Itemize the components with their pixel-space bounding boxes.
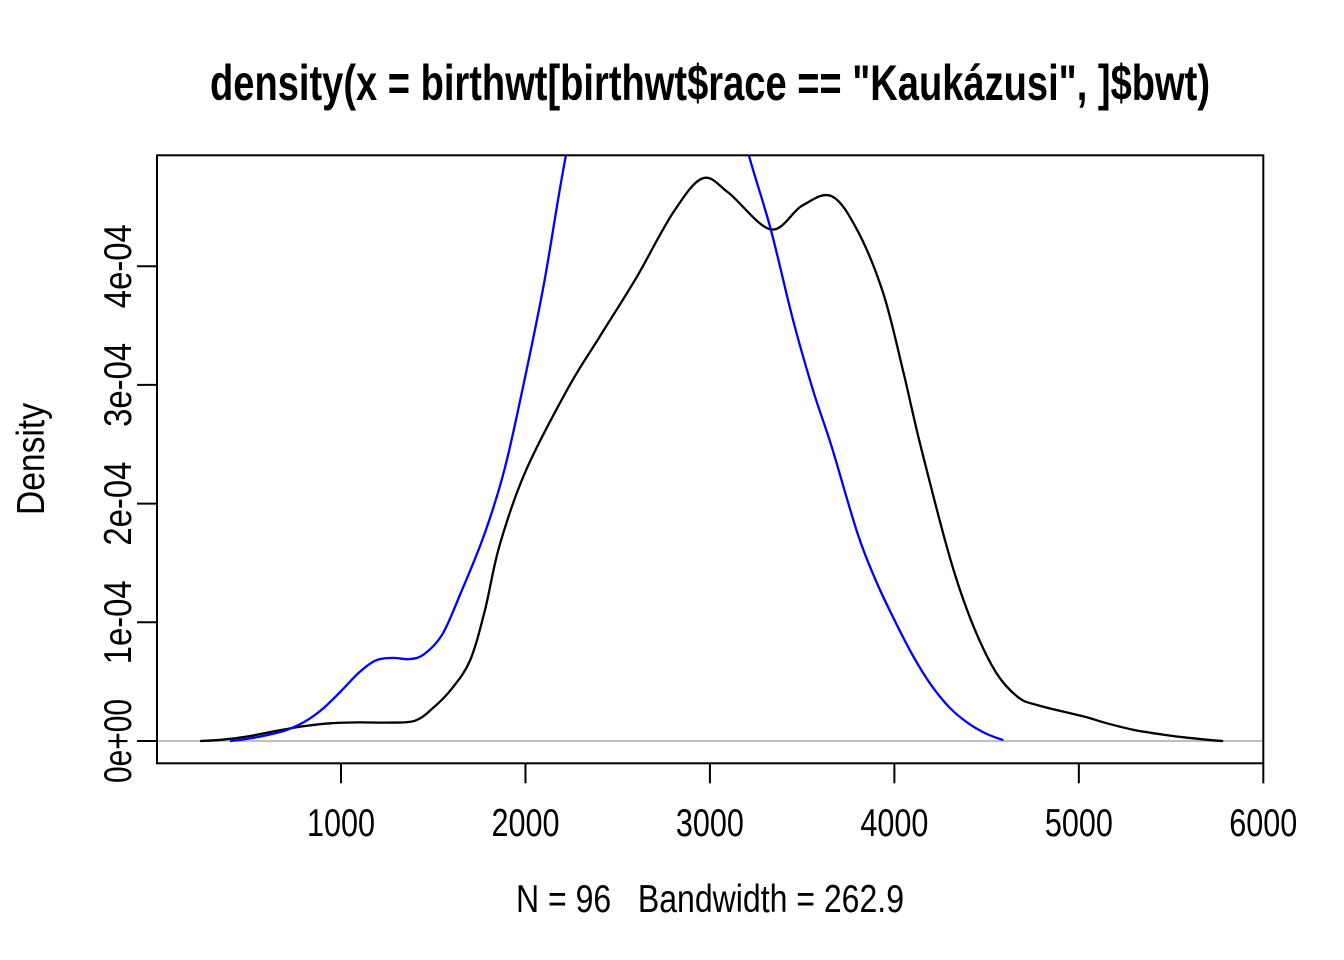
y-tick-label: 3e-04: [97, 343, 140, 427]
y-axis-label: Density: [10, 403, 53, 515]
density-black-curve: [199, 176, 1224, 743]
x-tick-label: 5000: [1045, 802, 1113, 845]
x-tick-label: 1000: [307, 802, 375, 845]
plot-title: density(x = birthwt[birthwt$race == "Kau…: [210, 55, 1210, 111]
y-tick-label: 1e-04: [97, 580, 140, 664]
x-axis-ticks: 1000 2000 3000 4000 5000 6000: [307, 763, 1297, 845]
x-tick-label: 2000: [491, 802, 559, 845]
plot-border: [156, 154, 1265, 765]
y-tick-label: 4e-04: [97, 224, 140, 308]
x-tick-label: 4000: [860, 802, 928, 845]
x-tick-label: 6000: [1229, 802, 1297, 845]
y-axis-ticks: 0e+00 1e-04 2e-04 3e-04 4e-04: [97, 224, 157, 783]
x-axis-label: N = 96 Bandwidth = 262.9: [516, 878, 904, 921]
y-tick-label: 0e+00: [97, 699, 140, 783]
density-blue-curve: [229, 155, 1004, 743]
y-tick-label: 2e-04: [97, 462, 140, 546]
x-tick-label: 3000: [676, 802, 744, 845]
curves-layer: [199, 155, 1224, 743]
